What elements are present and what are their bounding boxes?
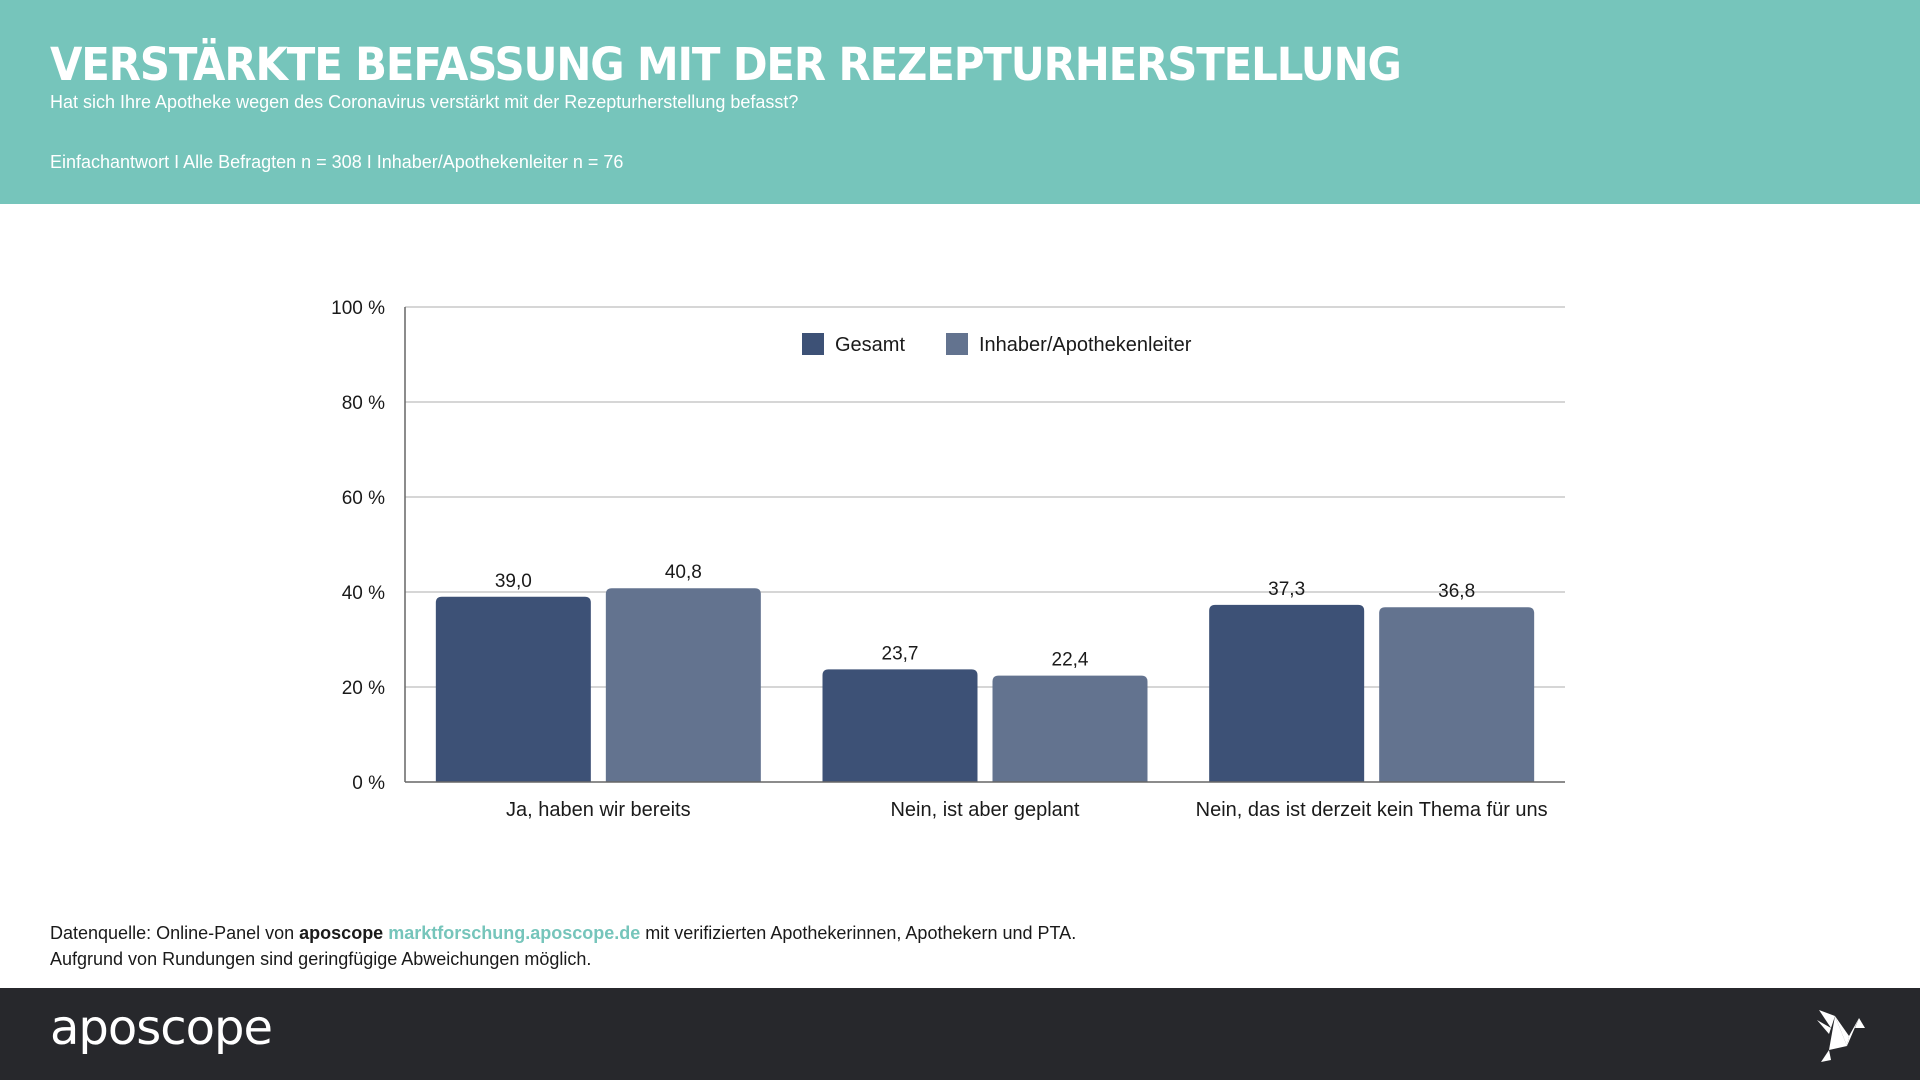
page-title: VERSTÄRKTE BEFASSUNG MIT DER REZEPTURHER… <box>50 38 1402 91</box>
y-tick-label: 60 % <box>342 488 385 509</box>
origami-bird-icon <box>1817 1010 1865 1062</box>
footer-bar: aposcope <box>0 988 1920 1080</box>
bar-gesamt <box>1209 604 1365 782</box>
data-labels: 39,0 40,8 23,7 22,4 37,3 36,8 <box>495 562 1475 670</box>
data-label: 36,8 <box>1438 581 1475 602</box>
y-tick-label: 20 % <box>342 678 385 699</box>
x-category-label: Ja, haben wir bereits <box>506 799 691 821</box>
bar-gesamt <box>435 596 591 782</box>
y-tick-label: 100 % <box>331 298 385 319</box>
survey-question: Hat sich Ihre Apotheke wegen des Coronav… <box>50 92 799 112</box>
footnote-brand: aposcope <box>299 923 384 943</box>
bar-inhaber <box>605 588 761 782</box>
y-tick-label: 40 % <box>342 583 385 604</box>
data-label: 23,7 <box>882 643 919 664</box>
data-label: 37,3 <box>1268 579 1305 600</box>
bar-gesamt <box>822 669 978 782</box>
y-axis-ticks: 0 % 20 % 40 % 60 % 80 % 100 % <box>331 298 385 794</box>
legend-label: Gesamt <box>835 334 905 356</box>
bar-inhaber <box>1379 607 1535 782</box>
footnote-prefix: Datenquelle: Online-Panel von <box>50 923 300 943</box>
x-category-label: Nein, das ist derzeit kein Thema für uns <box>1196 799 1548 821</box>
bar-chart: 0 % 20 % 40 % 60 % 80 % 100 % 39,0 40,8 23,7 22,… <box>331 298 1565 821</box>
legend-swatch-gesamt <box>802 333 824 355</box>
footnote-line-2: Aufgrund von Rundungen sind geringfügige… <box>50 949 592 969</box>
legend-label: Inhaber/Apothekenleiter <box>979 334 1192 356</box>
aposcope-logo: aposcope <box>50 1000 273 1056</box>
footnote-line-1: Datenquelle: Online-Panel von aposcope m… <box>50 920 1076 946</box>
gridlines <box>405 306 1565 688</box>
x-category-label: Nein, ist aber geplant <box>890 799 1079 821</box>
y-tick-label: 80 % <box>342 393 385 414</box>
header-banner: VERSTÄRKTE BEFASSUNG MIT DER REZEPTURHER… <box>0 0 1920 204</box>
y-tick-label: 0 % <box>352 773 385 794</box>
x-axis-ticks: Ja, haben wir bereits Nein, ist aber gepl… <box>506 799 1548 821</box>
footnote-link[interactable]: marktforschung.aposcope.de <box>388 923 641 943</box>
data-label: 39,0 <box>495 571 532 592</box>
data-label: 22,4 <box>1052 650 1089 671</box>
footnote: Datenquelle: Online-Panel von aposcope m… <box>50 920 1076 972</box>
bar-inhaber <box>992 675 1148 782</box>
bars <box>435 588 1535 782</box>
footnote-suffix: mit verifizierten Apothekerinnen, Apothe… <box>640 923 1077 943</box>
data-label: 40,8 <box>665 562 702 583</box>
legend-swatch-inhaber <box>946 333 968 355</box>
legend: Gesamt Inhaber/Apothekenleiter <box>802 333 1192 356</box>
sample-info: Einfachantwort I Alle Befragten n = 308 … <box>50 152 624 172</box>
